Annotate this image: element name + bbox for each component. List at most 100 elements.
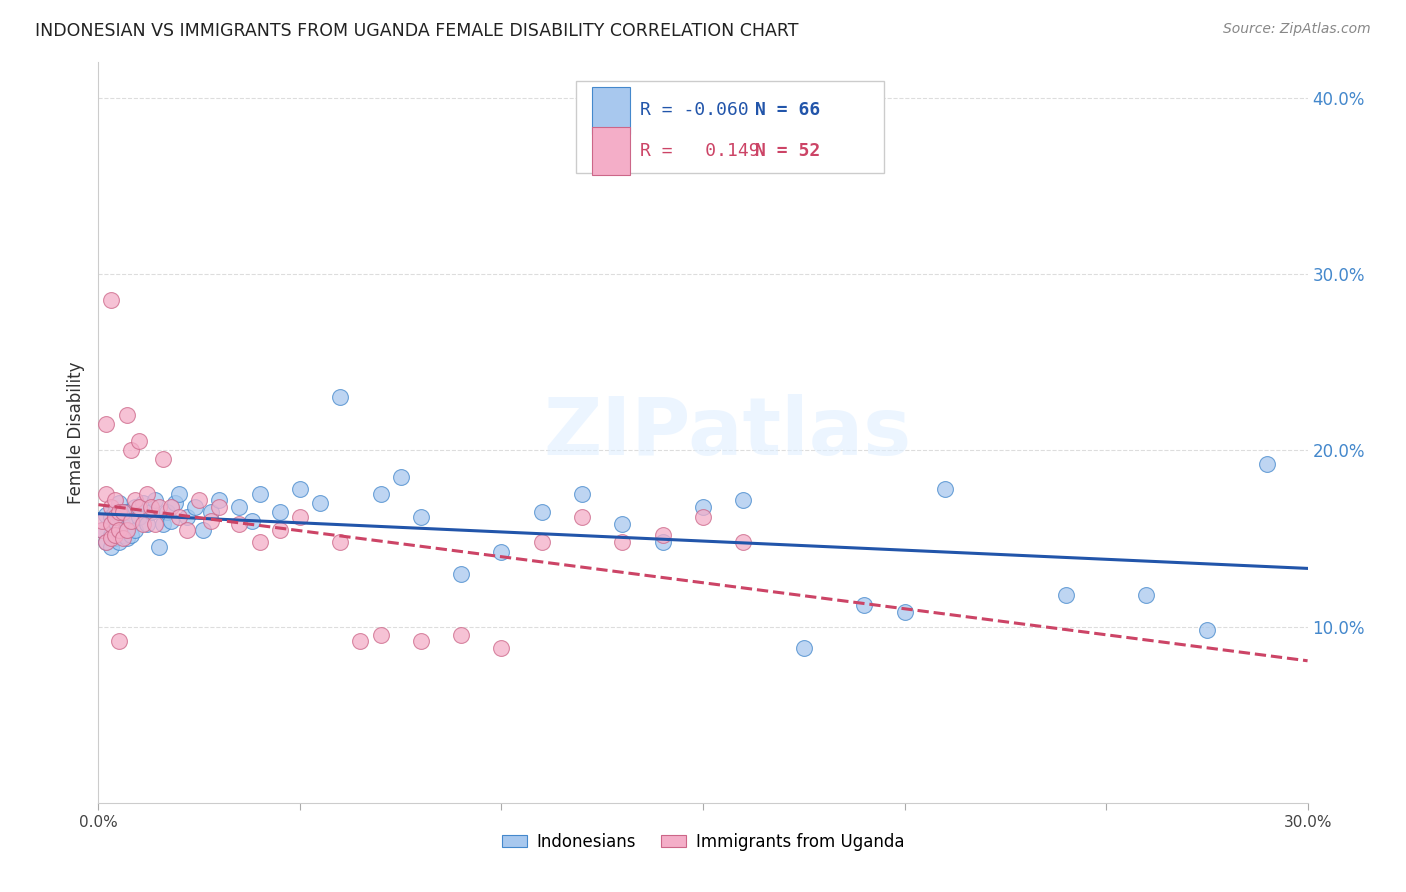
Point: [135, 487, 157, 501]
Text: N = 66: N = 66: [755, 101, 820, 120]
Point: [167, 510, 190, 524]
Point: [103, 514, 125, 528]
Point: [103, 492, 125, 507]
Point: [571, 487, 593, 501]
Point: [124, 492, 146, 507]
Point: [91, 514, 114, 528]
Point: [240, 514, 263, 528]
Point: [91, 523, 114, 537]
Point: [103, 505, 125, 519]
Point: [934, 482, 956, 496]
Point: [1256, 458, 1278, 472]
Point: [349, 633, 371, 648]
Point: [1195, 623, 1218, 637]
Point: [491, 545, 513, 559]
Point: [370, 487, 392, 501]
Point: [107, 505, 129, 519]
Point: [124, 523, 146, 537]
Point: [103, 528, 125, 542]
Point: [733, 535, 755, 549]
Point: [249, 535, 271, 549]
Point: [530, 505, 553, 519]
Point: [128, 510, 150, 524]
Point: [124, 500, 146, 514]
Point: [1054, 588, 1077, 602]
Text: ZIPatlas: ZIPatlas: [543, 393, 911, 472]
Point: [370, 628, 392, 642]
Point: [612, 517, 634, 532]
Point: [692, 500, 714, 514]
Point: [103, 523, 125, 537]
Point: [733, 492, 755, 507]
Point: [148, 500, 170, 514]
Point: [132, 496, 155, 510]
Point: [269, 523, 291, 537]
Point: [120, 528, 142, 542]
Point: [1135, 588, 1157, 602]
Text: INDONESIAN VS IMMIGRANTS FROM UGANDA FEMALE DISABILITY CORRELATION CHART: INDONESIAN VS IMMIGRANTS FROM UGANDA FEM…: [35, 22, 799, 40]
Point: [132, 517, 155, 532]
Legend: Indonesians, Immigrants from Uganda: Indonesians, Immigrants from Uganda: [495, 826, 911, 857]
FancyBboxPatch shape: [592, 87, 630, 134]
Point: [111, 505, 134, 519]
Point: [530, 535, 553, 549]
Point: [115, 532, 138, 546]
Point: [200, 505, 222, 519]
Point: [409, 633, 432, 648]
Point: [100, 500, 122, 514]
FancyBboxPatch shape: [592, 128, 630, 175]
Point: [309, 496, 332, 510]
Y-axis label: Female Disability: Female Disability: [66, 361, 84, 504]
Point: [491, 640, 513, 655]
Point: [100, 517, 122, 532]
Point: [111, 505, 134, 519]
Point: [249, 487, 271, 501]
Point: [100, 532, 122, 546]
Point: [115, 505, 138, 519]
Point: [107, 535, 129, 549]
Point: [208, 492, 231, 507]
Point: [100, 293, 122, 308]
Point: [288, 482, 311, 496]
Point: [100, 540, 122, 554]
Point: [96, 535, 118, 549]
Point: [103, 532, 125, 546]
Point: [135, 517, 157, 532]
Point: [163, 496, 186, 510]
Point: [228, 517, 250, 532]
Point: [120, 443, 142, 458]
Point: [139, 505, 162, 519]
Point: [111, 519, 134, 533]
Point: [91, 523, 114, 537]
Point: [167, 487, 190, 501]
Point: [200, 514, 222, 528]
Point: [651, 535, 673, 549]
Point: [111, 532, 134, 546]
Point: [96, 487, 118, 501]
Point: [409, 510, 432, 524]
Point: [269, 505, 291, 519]
Point: [893, 606, 915, 620]
Point: [100, 510, 122, 524]
Point: [107, 523, 129, 537]
Point: [184, 500, 207, 514]
Point: [120, 514, 142, 528]
Point: [100, 528, 122, 542]
Point: [288, 510, 311, 524]
Text: R =   0.149: R = 0.149: [640, 142, 759, 160]
Point: [107, 523, 129, 537]
Point: [107, 633, 129, 648]
Point: [96, 535, 118, 549]
Point: [128, 434, 150, 449]
Point: [160, 514, 183, 528]
Text: Source: ZipAtlas.com: Source: ZipAtlas.com: [1223, 22, 1371, 37]
Point: [793, 640, 815, 655]
Point: [450, 566, 472, 581]
Point: [692, 510, 714, 524]
Point: [329, 535, 352, 549]
Point: [120, 514, 142, 528]
Point: [228, 500, 250, 514]
FancyBboxPatch shape: [576, 81, 884, 173]
Point: [107, 508, 129, 523]
Point: [152, 517, 174, 532]
